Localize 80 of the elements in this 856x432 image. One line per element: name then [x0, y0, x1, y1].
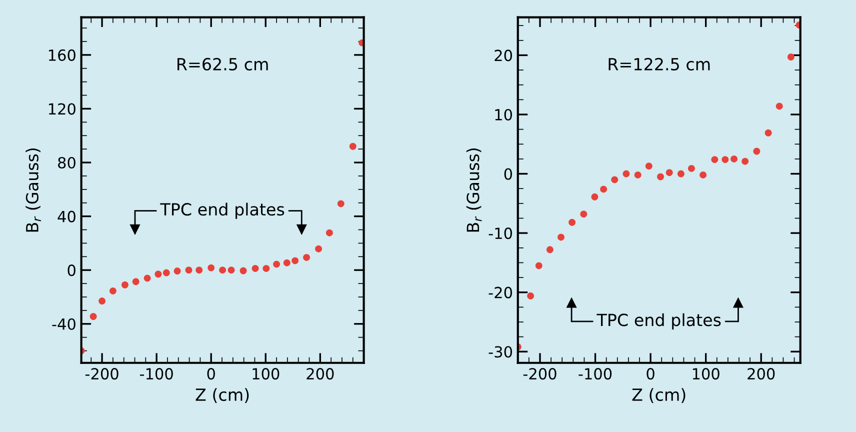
x-tick-label: -200	[523, 368, 556, 380]
y-tick-label: 160	[48, 49, 76, 61]
annotation: TPC end plates	[596, 313, 721, 330]
point	[292, 257, 299, 264]
point	[262, 265, 270, 272]
annotation: R=122.5 cm	[608, 58, 710, 70]
x-tick-label: -100	[140, 368, 173, 380]
point	[591, 193, 598, 200]
y-tick-label: 20	[494, 50, 512, 62]
point	[787, 54, 794, 60]
x-tick-label: 100	[252, 368, 280, 380]
y-axis-title: B$_{r}$ (Gauss)	[466, 148, 482, 232]
x-tick-label: -100	[578, 368, 612, 380]
y-tick-label: 0	[504, 168, 512, 180]
point	[303, 254, 310, 261]
point	[219, 266, 226, 274]
point	[132, 278, 140, 286]
point	[611, 176, 618, 184]
point	[730, 155, 738, 162]
x-axis-title: Z (cm)	[196, 388, 249, 403]
point	[657, 173, 664, 180]
point	[154, 270, 162, 278]
point	[711, 156, 718, 164]
point	[568, 218, 576, 226]
x-axis-title: Z (cm)	[632, 388, 686, 403]
y-tick-label: -30	[488, 346, 512, 358]
point	[600, 186, 608, 193]
y-tick-label: 40	[58, 210, 76, 222]
point	[722, 156, 729, 164]
point	[196, 266, 203, 274]
y-tick-label: -10	[488, 228, 512, 240]
y-tick-label: 0	[68, 264, 76, 276]
y-tick-label: 120	[48, 103, 76, 115]
annotation: R=62.5 cm	[178, 58, 268, 70]
y-tick-label: -40	[52, 318, 76, 330]
point	[622, 170, 630, 178]
x-tick-label: -200	[85, 368, 118, 380]
point	[174, 268, 181, 275]
point	[580, 210, 588, 218]
point	[109, 287, 116, 294]
point	[742, 158, 749, 165]
y-axis-title: B$_{r}$ (Gauss)	[26, 148, 41, 232]
point	[645, 162, 652, 170]
point	[90, 313, 97, 320]
point	[252, 265, 259, 272]
point	[273, 260, 280, 268]
point	[527, 292, 534, 300]
x-tick-label: 200	[748, 368, 775, 380]
point	[558, 234, 564, 241]
point	[121, 281, 128, 288]
y-tick-label: -20	[488, 286, 512, 298]
x-tick-label: 100	[692, 368, 720, 380]
y-tick-label: 10	[495, 108, 512, 121]
point	[535, 262, 542, 270]
point	[144, 274, 151, 282]
point	[228, 266, 235, 274]
point	[283, 259, 290, 266]
y-tick-label: 80	[58, 156, 76, 169]
point	[753, 148, 760, 155]
point	[688, 164, 695, 172]
point	[315, 245, 322, 252]
x-tick-label: 0	[646, 368, 654, 380]
point	[240, 267, 247, 274]
point	[185, 266, 192, 274]
point	[98, 298, 106, 304]
point	[677, 170, 684, 178]
point	[700, 171, 707, 178]
point	[776, 102, 783, 110]
x-tick-label: 0	[207, 368, 215, 380]
annotation: TPC end plates	[160, 202, 284, 219]
point	[764, 129, 772, 136]
x-tick-label: 200	[306, 368, 334, 380]
point	[162, 269, 170, 276]
point	[634, 171, 642, 178]
point	[337, 200, 344, 208]
point	[208, 264, 215, 272]
point	[666, 169, 673, 176]
point	[326, 229, 333, 236]
point	[349, 142, 356, 150]
point	[546, 246, 554, 254]
